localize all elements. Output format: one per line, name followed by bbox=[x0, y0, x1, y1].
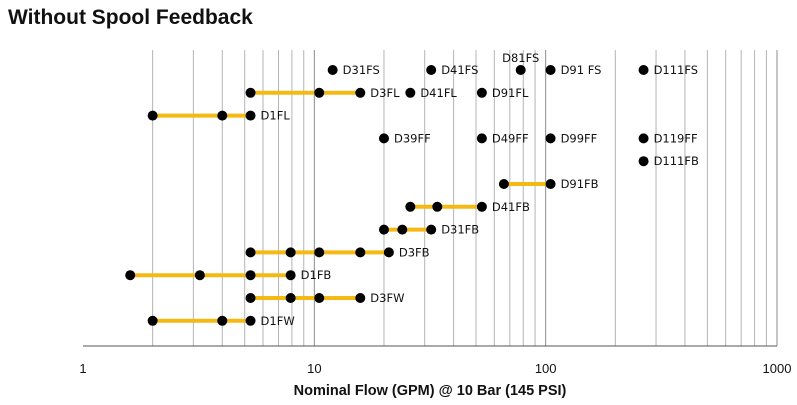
point-label: D1FW bbox=[261, 314, 295, 328]
data-point bbox=[405, 201, 416, 212]
data-point bbox=[245, 87, 256, 98]
data-point bbox=[405, 87, 416, 98]
data-point bbox=[355, 293, 366, 303]
point-label: D3FL bbox=[370, 86, 400, 100]
x-tick-labels: 1 10 100 1000 bbox=[79, 361, 791, 376]
data-point bbox=[245, 247, 256, 258]
data-point bbox=[545, 179, 556, 189]
x-axis-title: Nominal Flow (GPM) @ 10 Bar (145 PSI) bbox=[294, 383, 567, 399]
point-label: D31FB bbox=[441, 223, 479, 237]
data-point bbox=[515, 65, 526, 75]
point-label: D1FL bbox=[261, 109, 291, 123]
data-point bbox=[498, 179, 509, 189]
x-tick-label: 1 bbox=[79, 361, 86, 376]
data-point bbox=[285, 247, 296, 258]
data-point bbox=[378, 224, 389, 235]
data-point bbox=[638, 65, 649, 75]
data-point bbox=[314, 87, 325, 98]
data-point bbox=[245, 293, 256, 303]
data-points bbox=[125, 65, 649, 326]
point-label: D91 FS bbox=[561, 63, 602, 77]
data-point bbox=[355, 87, 366, 98]
data-point bbox=[432, 201, 443, 212]
data-point bbox=[545, 133, 556, 144]
point-label: D41FB bbox=[492, 200, 530, 214]
data-point bbox=[355, 247, 366, 258]
data-point bbox=[314, 247, 325, 258]
data-point bbox=[426, 224, 437, 235]
point-label: D91FL bbox=[492, 86, 529, 100]
point-label: D111FB bbox=[654, 154, 699, 168]
data-point bbox=[476, 133, 487, 144]
data-point bbox=[476, 87, 487, 98]
data-point bbox=[285, 270, 296, 281]
data-point bbox=[476, 201, 487, 212]
point-label: D3FB bbox=[399, 245, 430, 259]
data-point bbox=[397, 224, 408, 235]
data-point bbox=[245, 110, 256, 121]
data-point bbox=[245, 315, 256, 326]
point-label: D81FS bbox=[502, 51, 539, 65]
point-labels: D31FS D41FS D81FS D91 FS D111FS D3FL D41FL D91F… bbox=[261, 51, 699, 328]
data-point bbox=[147, 315, 158, 326]
point-label: D1FB bbox=[301, 268, 332, 282]
data-point bbox=[147, 110, 158, 121]
x-tick-label: 100 bbox=[535, 361, 557, 376]
data-point bbox=[314, 293, 325, 303]
point-label: D99FF bbox=[561, 131, 598, 145]
data-point bbox=[426, 65, 437, 75]
point-label: D91FB bbox=[561, 177, 599, 191]
x-tick-label: 1000 bbox=[763, 361, 792, 376]
data-point bbox=[327, 65, 338, 75]
data-point bbox=[383, 247, 394, 258]
point-label: D3FW bbox=[370, 291, 404, 305]
point-label: D41FS bbox=[441, 63, 478, 77]
grid-lines bbox=[152, 50, 778, 346]
x-tick-label: 10 bbox=[307, 361, 321, 376]
point-label: D49FF bbox=[492, 131, 529, 145]
point-label: D31FS bbox=[343, 63, 380, 77]
data-point bbox=[378, 133, 389, 144]
data-point bbox=[217, 110, 228, 121]
point-label: D111FS bbox=[654, 63, 699, 77]
data-point bbox=[217, 315, 228, 326]
data-point bbox=[638, 156, 649, 167]
range-lines bbox=[130, 90, 551, 323]
point-label: D41FL bbox=[420, 86, 457, 100]
data-point bbox=[545, 65, 556, 75]
point-label: D39FF bbox=[394, 131, 431, 145]
data-point bbox=[285, 293, 296, 303]
data-point bbox=[125, 270, 136, 281]
chart-title: Without Spool Feedback bbox=[8, 6, 253, 29]
point-label: D119FF bbox=[654, 131, 698, 145]
data-point bbox=[194, 270, 205, 281]
data-point bbox=[245, 270, 256, 281]
data-point bbox=[638, 133, 649, 144]
